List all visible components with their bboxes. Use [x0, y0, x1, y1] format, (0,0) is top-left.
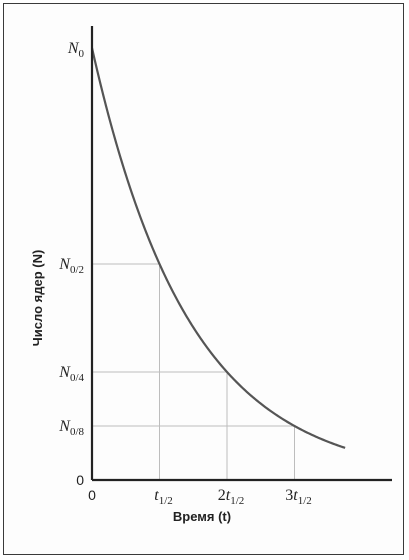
y-tick-3: N0/2: [58, 256, 84, 276]
decay-curve: [90, 47, 346, 449]
y-tick-1: N0/8: [58, 418, 84, 438]
x-tick-3: 3t1/2: [285, 487, 312, 507]
y-tick-0: 0: [76, 472, 84, 488]
axes: [90, 26, 392, 482]
x-tick-2: 2t1/2: [218, 487, 245, 507]
guide-lines: [92, 263, 295, 480]
chart-frame: [3, 3, 404, 555]
y-axis-label: Число ядер (N): [30, 250, 45, 347]
x-axis-label: Время (t): [173, 509, 231, 524]
y-tick-4: N0: [67, 40, 85, 60]
tick-labels: 0 N0/8 N0/4 N0/2 N0 0 t1/2 2t1/2 3t1/2: [58, 40, 311, 507]
y-tick-2: N0/4: [58, 364, 84, 384]
x-tick-0: 0: [88, 487, 96, 503]
x-tick-1: t1/2: [154, 487, 173, 507]
